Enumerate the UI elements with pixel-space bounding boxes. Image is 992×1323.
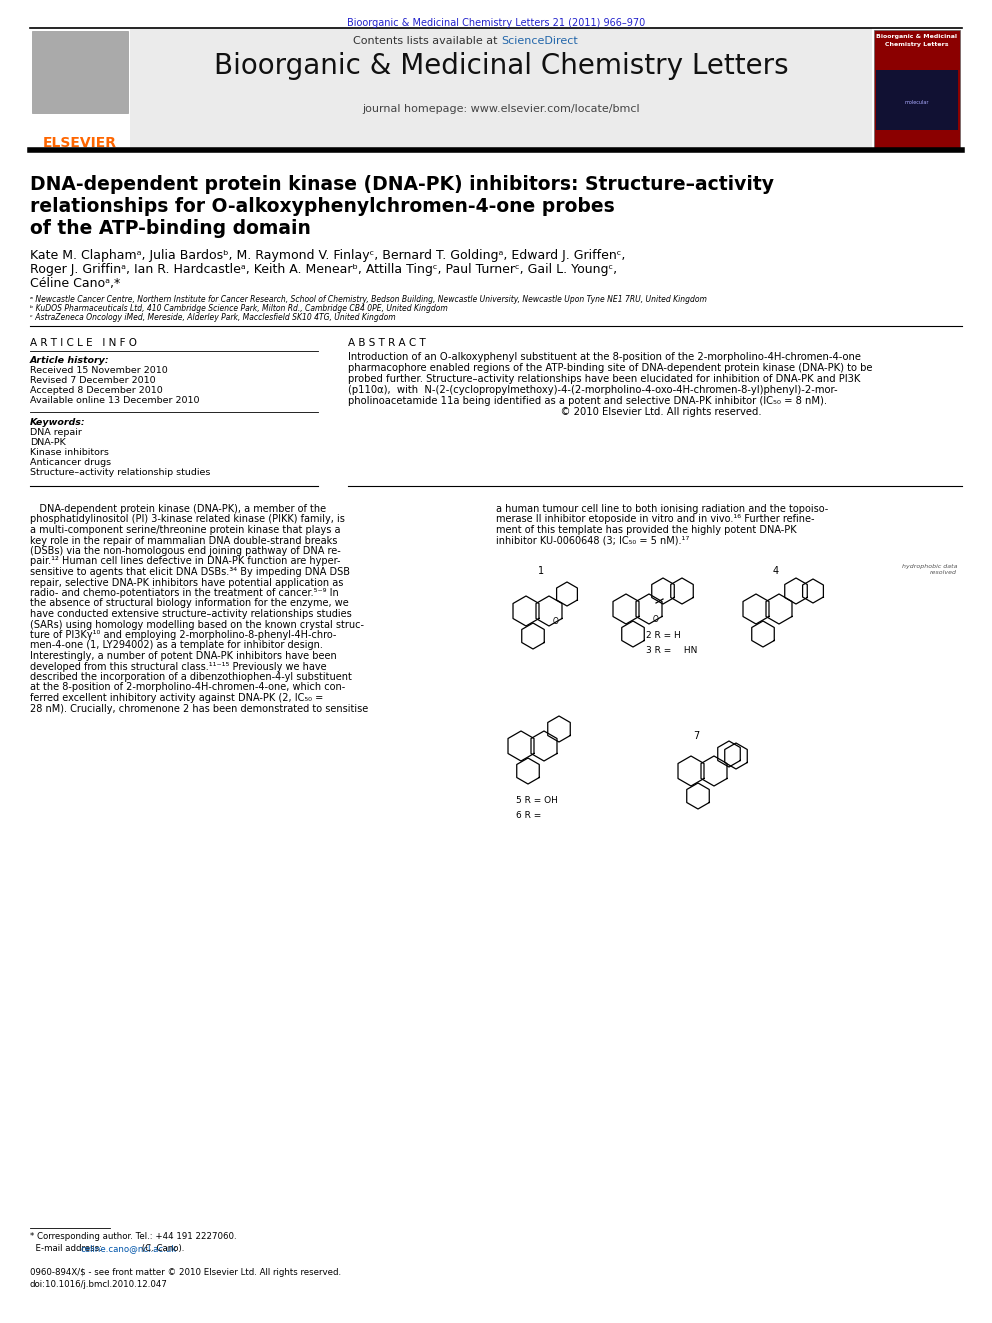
Text: ELSEVIER: ELSEVIER [43, 136, 117, 149]
Text: HN: HN [681, 646, 697, 655]
Text: Received 15 November 2010: Received 15 November 2010 [30, 366, 168, 374]
Bar [32, 30, 128, 112]
Text: 0960-894X/$ - see front matter © 2010 Elsevier Ltd. All rights reserved.: 0960-894X/$ - see front matter © 2010 El… [30, 1267, 341, 1277]
Text: 1: 1 [538, 566, 544, 576]
Text: DNA-dependent protein kinase (DNA-PK), a member of the: DNA-dependent protein kinase (DNA-PK), a… [30, 504, 326, 515]
Bar [30, 28, 130, 149]
Text: described the incorporation of a dibenzothiophen-4-yl substituent: described the incorporation of a dibenzo… [30, 672, 352, 681]
Text: Anticancer drugs: Anticancer drugs [30, 458, 111, 467]
Text: doi:10.1016/j.bmcl.2010.12.047: doi:10.1016/j.bmcl.2010.12.047 [30, 1279, 168, 1289]
Text: ment of this template has provided the highly potent DNA-PK: ment of this template has provided the h… [496, 525, 797, 534]
Text: 4: 4 [773, 566, 779, 576]
Text: Article history:: Article history: [30, 356, 110, 365]
Text: have conducted extensive structure–activity relationships studies: have conducted extensive structure–activ… [30, 609, 352, 619]
Text: (SARs) using homology modelling based on the known crystal struc-: (SARs) using homology modelling based on… [30, 619, 364, 630]
Text: Bioorganic & Medicinal Chemistry Letters 21 (2011) 966–970: Bioorganic & Medicinal Chemistry Letters… [347, 19, 645, 28]
Text: DNA-dependent protein kinase (DNA-PK) inhibitors: Structure–activity: DNA-dependent protein kinase (DNA-PK) in… [30, 175, 774, 194]
Text: Roger J. Griffinᵃ, Ian R. Hardcastleᵃ, Keith A. Menearᵇ, Attilla Tingᶜ, Paul Tur: Roger J. Griffinᵃ, Ian R. Hardcastleᵃ, K… [30, 263, 617, 277]
Text: Accepted 8 December 2010: Accepted 8 December 2010 [30, 386, 163, 396]
Text: O: O [653, 614, 659, 623]
Text: ᵃ Newcastle Cancer Centre, Northern Institute for Cancer Research, School of Che: ᵃ Newcastle Cancer Centre, Northern Inst… [30, 295, 707, 304]
Text: pholinoacetamide 11a being identified as a potent and selective DNA-PK inhibitor: pholinoacetamide 11a being identified as… [348, 396, 827, 406]
Text: A B S T R A C T: A B S T R A C T [348, 337, 426, 348]
Text: 2 R = H: 2 R = H [646, 631, 681, 640]
Text: men-4-one (1, LY294002) as a template for inhibitor design.: men-4-one (1, LY294002) as a template fo… [30, 640, 322, 651]
Bar [874, 30, 960, 148]
Text: Kate M. Claphamᵃ, Julia Bardosᵇ, M. Raymond V. Finlayᶜ, Bernard T. Goldingᵃ, Edw: Kate M. Claphamᵃ, Julia Bardosᵇ, M. Raym… [30, 249, 625, 262]
Text: 28 nM). Crucially, chromenone 2 has been demonstrated to sensitise: 28 nM). Crucially, chromenone 2 has been… [30, 704, 368, 713]
Text: Bioorganic & Medicinal: Bioorganic & Medicinal [877, 34, 957, 38]
Text: hydrophobic data
resolved: hydrophobic data resolved [902, 564, 957, 574]
Text: 6 R =: 6 R = [516, 811, 542, 820]
Text: Interestingly, a number of potent DNA-PK inhibitors have been: Interestingly, a number of potent DNA-PK… [30, 651, 336, 662]
Text: of the ATP-binding domain: of the ATP-binding domain [30, 220, 310, 238]
Text: pair.¹² Human cell lines defective in DNA-PK function are hyper-: pair.¹² Human cell lines defective in DN… [30, 557, 340, 566]
Text: Introduction of an O-alkoxyphenyl substituent at the 8-position of the 2-morphol: Introduction of an O-alkoxyphenyl substi… [348, 352, 861, 363]
Text: sensitive to agents that elicit DNA DSBs.³⁴ By impeding DNA DSB: sensitive to agents that elicit DNA DSBs… [30, 568, 350, 577]
Text: E-mail address:: E-mail address: [30, 1244, 105, 1253]
Text: Contents lists available at: Contents lists available at [353, 36, 501, 46]
Text: ture of PI3Kγ¹⁰ and employing 2-morpholino-8-phenyl-4H-chro-: ture of PI3Kγ¹⁰ and employing 2-morpholi… [30, 630, 336, 640]
Text: repair, selective DNA-PK inhibitors have potential application as: repair, selective DNA-PK inhibitors have… [30, 578, 343, 587]
Text: molecular: molecular [905, 101, 930, 105]
Bar [130, 28, 872, 149]
Text: * Corresponding author. Tel.: +44 191 2227060.: * Corresponding author. Tel.: +44 191 22… [30, 1232, 237, 1241]
Text: celine.cano@ncl.ac.uk: celine.cano@ncl.ac.uk [80, 1244, 177, 1253]
Text: 3 R =: 3 R = [646, 646, 672, 655]
Text: inhibitor KU-0060648 (3; IC₅₀ = 5 nM).¹⁷: inhibitor KU-0060648 (3; IC₅₀ = 5 nM).¹⁷ [496, 536, 689, 545]
Text: DNA repair: DNA repair [30, 429, 82, 437]
Text: radio- and chemo-potentiators in the treatment of cancer.⁵⁻⁹ In: radio- and chemo-potentiators in the tre… [30, 587, 338, 598]
Bar [876, 70, 958, 130]
Text: 5 R = OH: 5 R = OH [516, 796, 558, 804]
Text: 7: 7 [692, 732, 699, 741]
Text: Revised 7 December 2010: Revised 7 December 2010 [30, 376, 156, 385]
Text: O: O [554, 617, 558, 626]
Text: Keywords:: Keywords: [30, 418, 85, 427]
Text: Kinase inhibitors: Kinase inhibitors [30, 448, 109, 456]
Text: A R T I C L E   I N F O: A R T I C L E I N F O [30, 337, 137, 348]
Text: phosphatidylinositol (PI) 3-kinase related kinase (PIKK) family, is: phosphatidylinositol (PI) 3-kinase relat… [30, 515, 345, 524]
Text: Available online 13 December 2010: Available online 13 December 2010 [30, 396, 199, 405]
Text: a multi-component serine/threonine protein kinase that plays a: a multi-component serine/threonine prote… [30, 525, 340, 534]
Text: pharmacophore enabled regions of the ATP-binding site of DNA-dependent protein k: pharmacophore enabled regions of the ATP… [348, 363, 873, 373]
Text: merase II inhibitor etoposide in vitro and in vivo.¹⁶ Further refine-: merase II inhibitor etoposide in vitro a… [496, 515, 814, 524]
Text: ᵇ KuDOS Pharmaceuticals Ltd, 410 Cambridge Science Park, Milton Rd., Cambridge C: ᵇ KuDOS Pharmaceuticals Ltd, 410 Cambrid… [30, 304, 447, 314]
Text: Céline Canoᵃ,*: Céline Canoᵃ,* [30, 277, 120, 290]
Text: probed further. Structure–activity relationships have been elucidated for inhibi: probed further. Structure–activity relat… [348, 374, 861, 384]
Text: ᶜ AstraZeneca Oncology iMed, Mereside, Alderley Park, Macclesfield SK10 4TG, Uni: ᶜ AstraZeneca Oncology iMed, Mereside, A… [30, 314, 396, 321]
Text: (DSBs) via the non-homologous end joining pathway of DNA re-: (DSBs) via the non-homologous end joinin… [30, 546, 340, 556]
Text: ferred excellent inhibitory activity against DNA-PK (2, IC₅₀ =: ferred excellent inhibitory activity aga… [30, 693, 323, 703]
Text: developed from this structural class.¹¹⁻¹⁵ Previously we have: developed from this structural class.¹¹⁻… [30, 662, 326, 672]
Text: the absence of structural biology information for the enzyme, we: the absence of structural biology inform… [30, 598, 349, 609]
Text: Structure–activity relationship studies: Structure–activity relationship studies [30, 468, 210, 478]
Text: (p110α),  with  N-(2-(cyclopropylmethoxy)-4-(2-morpholino-4-oxo-4H-chromen-8-yl): (p110α), with N-(2-(cyclopropylmethoxy)-… [348, 385, 838, 396]
Text: ScienceDirect: ScienceDirect [501, 36, 577, 46]
Text: Chemistry Letters: Chemistry Letters [885, 42, 948, 48]
Text: relationships for O-alkoxyphenylchromen-4-one probes: relationships for O-alkoxyphenylchromen-… [30, 197, 615, 216]
Text: key role in the repair of mammalian DNA double-strand breaks: key role in the repair of mammalian DNA … [30, 536, 337, 545]
Text: Bioorganic & Medicinal Chemistry Letters: Bioorganic & Medicinal Chemistry Letters [213, 52, 789, 79]
Text: (C. Cano).: (C. Cano). [139, 1244, 185, 1253]
Text: a human tumour cell line to both ionising radiation and the topoiso-: a human tumour cell line to both ionisin… [496, 504, 828, 515]
Text: journal homepage: www.elsevier.com/locate/bmcl: journal homepage: www.elsevier.com/locat… [362, 105, 640, 114]
Text: DNA-PK: DNA-PK [30, 438, 65, 447]
Text: © 2010 Elsevier Ltd. All rights reserved.: © 2010 Elsevier Ltd. All rights reserved… [348, 407, 762, 417]
Text: at the 8-position of 2-morpholino-4H-chromen-4-one, which con-: at the 8-position of 2-morpholino-4H-chr… [30, 683, 345, 692]
